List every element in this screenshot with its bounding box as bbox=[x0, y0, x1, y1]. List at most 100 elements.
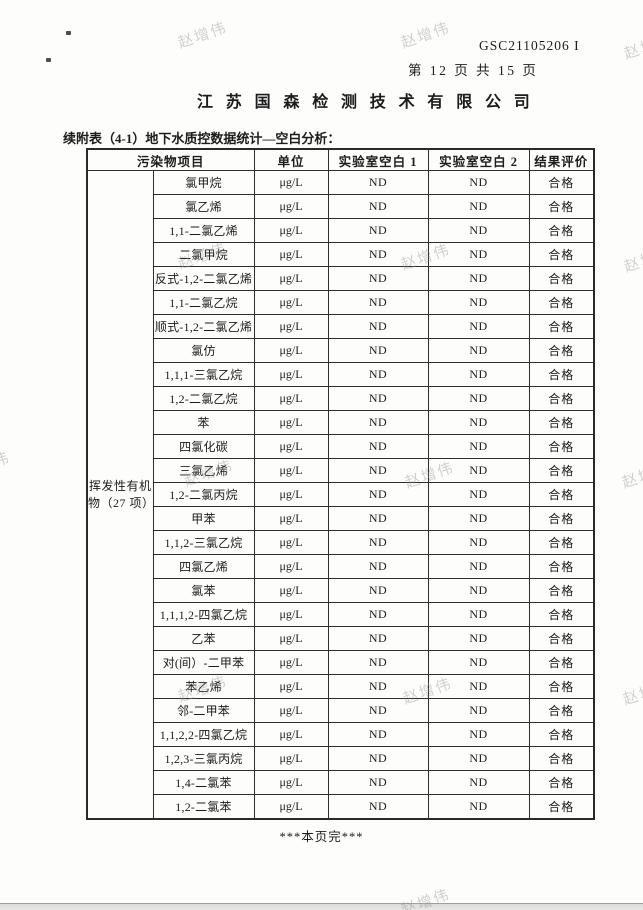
lab-blank-2-cell: ND bbox=[427, 674, 530, 699]
table-row: 1,4-二氯苯 μg/L ND ND 合格 bbox=[87, 770, 595, 795]
result-cell: 合格 bbox=[528, 290, 595, 315]
watermark-text: 赵增伟 bbox=[0, 449, 13, 482]
pollutant-name-cell: 邻-二甲苯 bbox=[152, 698, 255, 723]
table-row: 1,2-二氯苯 μg/L ND ND 合格 bbox=[87, 794, 595, 820]
pollutant-name-cell: 三氯乙烯 bbox=[152, 458, 255, 483]
unit-cell: μg/L bbox=[253, 314, 329, 339]
table-row: 1,2-二氯乙烷 μg/L ND ND 合格 bbox=[87, 386, 595, 411]
pollutant-name-cell: 氯甲烷 bbox=[152, 170, 255, 195]
table-row: 1,2,3-三氯丙烷 μg/L ND ND 合格 bbox=[87, 746, 595, 771]
lab-blank-2-cell: ND bbox=[427, 770, 530, 795]
lab-blank-2-cell: ND bbox=[427, 194, 530, 219]
scan-bottom-edge bbox=[0, 903, 643, 910]
lab-blank-1-cell: ND bbox=[327, 698, 429, 723]
col-header-pollutant: 污染物项目 bbox=[86, 148, 255, 171]
pollutant-name-cell: 1,2-二氯苯 bbox=[152, 794, 255, 820]
watermark-text: 赵增伟 bbox=[621, 243, 643, 276]
unit-cell: μg/L bbox=[253, 794, 329, 820]
lab-blank-2-cell: ND bbox=[427, 290, 530, 315]
unit-cell: μg/L bbox=[253, 530, 329, 555]
unit-cell: μg/L bbox=[253, 506, 329, 531]
result-cell: 合格 bbox=[528, 338, 595, 363]
unit-cell: μg/L bbox=[253, 242, 329, 267]
pollutant-name-cell: 1,2-二氯乙烷 bbox=[152, 386, 255, 411]
lab-blank-2-cell: ND bbox=[427, 170, 530, 195]
pollutant-name-cell: 1,1-二氯乙烯 bbox=[152, 218, 255, 243]
result-cell: 合格 bbox=[528, 194, 595, 219]
lab-blank-2-cell: ND bbox=[427, 626, 530, 651]
table-row: 挥发性有机物（27 项） 氯甲烷 μg/L ND ND 合格 bbox=[86, 170, 595, 820]
lab-blank-1-cell: ND bbox=[327, 314, 429, 339]
result-cell: 合格 bbox=[528, 266, 595, 291]
result-cell: 合格 bbox=[528, 578, 595, 603]
lab-blank-1-cell: ND bbox=[327, 578, 429, 603]
lab-blank-1-cell: ND bbox=[327, 458, 429, 483]
unit-cell: μg/L bbox=[253, 266, 329, 291]
unit-cell: μg/L bbox=[253, 194, 329, 219]
pollutant-name-cell: 1,4-二氯苯 bbox=[152, 770, 255, 795]
qc-table-body: 挥发性有机物（27 项） 氯甲烷 μg/L ND ND 合格 氯乙烯 μg/L N… bbox=[86, 170, 595, 820]
watermark-text: 赵增伟 bbox=[621, 30, 643, 63]
lab-blank-1-cell: ND bbox=[327, 266, 429, 291]
unit-cell: μg/L bbox=[253, 602, 329, 627]
pollutant-name-cell: 乙苯 bbox=[152, 626, 255, 651]
lab-blank-2-cell: ND bbox=[427, 458, 530, 483]
lab-blank-1-cell: ND bbox=[327, 794, 429, 820]
lab-blank-2-cell: ND bbox=[427, 218, 530, 243]
document-code: GSC21105206 I bbox=[479, 38, 580, 53]
result-cell: 合格 bbox=[528, 794, 595, 820]
unit-cell: μg/L bbox=[253, 722, 329, 747]
pollutant-name-cell: 四氯化碳 bbox=[152, 434, 255, 459]
lab-blank-2-cell: ND bbox=[427, 698, 530, 723]
result-cell: 合格 bbox=[528, 314, 595, 339]
unit-cell: μg/L bbox=[253, 698, 329, 723]
pollutant-name-cell: 氯乙烯 bbox=[152, 194, 255, 219]
table-row: 反式-1,2-二氯乙烯 μg/L ND ND 合格 bbox=[87, 266, 595, 291]
lab-blank-1-cell: ND bbox=[327, 482, 429, 507]
table-row: 甲苯 μg/L ND ND 合格 bbox=[87, 506, 595, 531]
watermark-text: 赵增伟 bbox=[398, 19, 453, 52]
lab-blank-2-cell: ND bbox=[427, 482, 530, 507]
pollutant-name-cell: 二氯甲烷 bbox=[152, 242, 255, 267]
lab-blank-2-cell: ND bbox=[427, 410, 530, 435]
result-cell: 合格 bbox=[528, 770, 595, 795]
result-cell: 合格 bbox=[528, 674, 595, 699]
pollutant-name-cell: 氯苯 bbox=[152, 578, 255, 603]
pollutant-name-cell: 苯乙烯 bbox=[152, 674, 255, 699]
page-number-info: 第 12 页 共 15 页 bbox=[408, 63, 539, 78]
pollutant-name-cell: 甲苯 bbox=[152, 506, 255, 531]
scan-speck bbox=[66, 31, 71, 35]
pollutant-name-cell: 1,2-二氯丙烷 bbox=[152, 482, 255, 507]
table-header-row: 污染物项目 单位 实验室空白 1 实验室空白 2 结果评价 bbox=[86, 148, 595, 171]
unit-cell: μg/L bbox=[253, 410, 329, 435]
col-header-result: 结果评价 bbox=[528, 148, 595, 171]
unit-cell: μg/L bbox=[253, 218, 329, 243]
pollutant-name-cell: 1,1,2,2-四氯乙烷 bbox=[152, 722, 255, 747]
unit-cell: μg/L bbox=[253, 290, 329, 315]
lab-blank-1-cell: ND bbox=[327, 242, 429, 267]
lab-blank-2-cell: ND bbox=[427, 242, 530, 267]
result-cell: 合格 bbox=[528, 170, 595, 195]
pollutant-name-cell: 1,1-二氯乙烷 bbox=[152, 290, 255, 315]
pollutant-name-cell: 四氯乙烯 bbox=[152, 554, 255, 579]
lab-blank-1-cell: ND bbox=[327, 746, 429, 771]
result-cell: 合格 bbox=[528, 482, 595, 507]
col-header-lab-blank-2: 实验室空白 2 bbox=[427, 148, 530, 171]
lab-blank-2-cell: ND bbox=[427, 794, 530, 820]
lab-blank-1-cell: ND bbox=[327, 362, 429, 387]
result-cell: 合格 bbox=[528, 698, 595, 723]
unit-cell: μg/L bbox=[253, 362, 329, 387]
category-cell: 挥发性有机物（27 项） bbox=[86, 170, 154, 820]
unit-cell: μg/L bbox=[253, 482, 329, 507]
table-row: 邻-二甲苯 μg/L ND ND 合格 bbox=[87, 698, 595, 723]
result-cell: 合格 bbox=[528, 602, 595, 627]
table-row: 氯乙烯 μg/L ND ND 合格 bbox=[87, 194, 595, 219]
result-cell: 合格 bbox=[528, 554, 595, 579]
lab-blank-1-cell: ND bbox=[327, 338, 429, 363]
table-row: 氯苯 μg/L ND ND 合格 bbox=[87, 578, 595, 603]
result-cell: 合格 bbox=[528, 386, 595, 411]
lab-blank-1-cell: ND bbox=[327, 218, 429, 243]
lab-blank-2-cell: ND bbox=[427, 362, 530, 387]
watermark-text: 赵增伟 bbox=[620, 676, 643, 709]
result-cell: 合格 bbox=[528, 218, 595, 243]
